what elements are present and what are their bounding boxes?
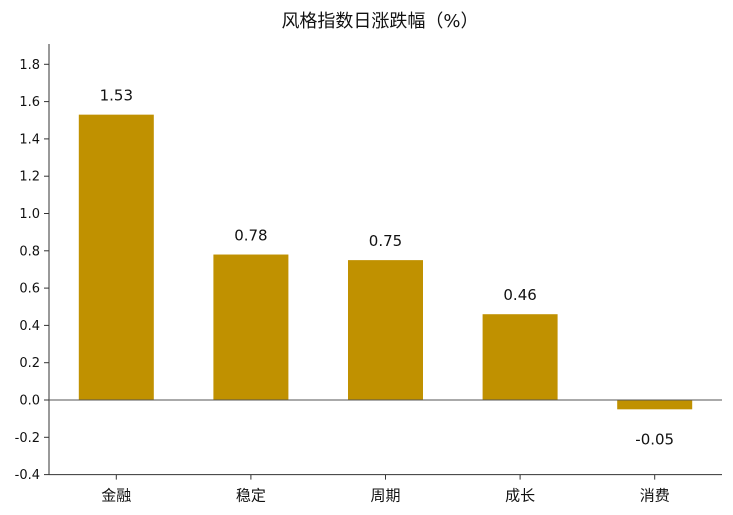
x-category-label: 成长 — [505, 487, 535, 505]
y-tick-label: 0.0 — [19, 394, 40, 409]
chart-title: 风格指数日涨跌幅（%） — [281, 11, 478, 32]
x-category-label: 周期 — [370, 487, 400, 505]
x-category-label: 消费 — [640, 487, 670, 505]
y-tick-label: 1.0 — [19, 207, 40, 222]
bar-5 — [617, 400, 693, 410]
y-tick-label: 0.6 — [19, 282, 40, 297]
data-label: 1.53 — [100, 87, 133, 105]
y-tick-label: 1.6 — [19, 95, 40, 110]
x-axis: 金融 稳定 周期 成长 消费 — [49, 399, 722, 505]
bar-2 — [213, 254, 289, 400]
x-category-label: 金融 — [101, 487, 131, 505]
y-tick-label: 1.8 — [19, 58, 40, 73]
bar-3 — [348, 260, 423, 400]
x-category-label: 稳定 — [236, 487, 266, 505]
y-tick-label: 0.4 — [19, 319, 40, 334]
data-label: 0.75 — [369, 232, 402, 250]
y-tick-label: 0.2 — [19, 356, 40, 371]
y-tick-label: 1.4 — [19, 132, 40, 147]
y-tick-label: 0.8 — [19, 244, 40, 259]
bar-4 — [482, 314, 558, 400]
bar-1 — [78, 114, 154, 400]
y-tick-label: -0.2 — [15, 431, 40, 446]
data-label: 0.78 — [234, 227, 267, 245]
y-axis: -0.4 -0.2 0.0 0.2 0.4 0.6 0.8 1.0 1.2 1.4 1.6 1.8 — [15, 44, 50, 483]
data-label: 0.46 — [503, 286, 536, 304]
data-label: -0.05 — [635, 430, 674, 448]
bars: 1.53 0.78 0.75 0.46 -0.05 — [78, 87, 693, 448]
y-tick-label: 1.2 — [19, 170, 40, 185]
y-tick-label: -0.4 — [15, 468, 40, 483]
